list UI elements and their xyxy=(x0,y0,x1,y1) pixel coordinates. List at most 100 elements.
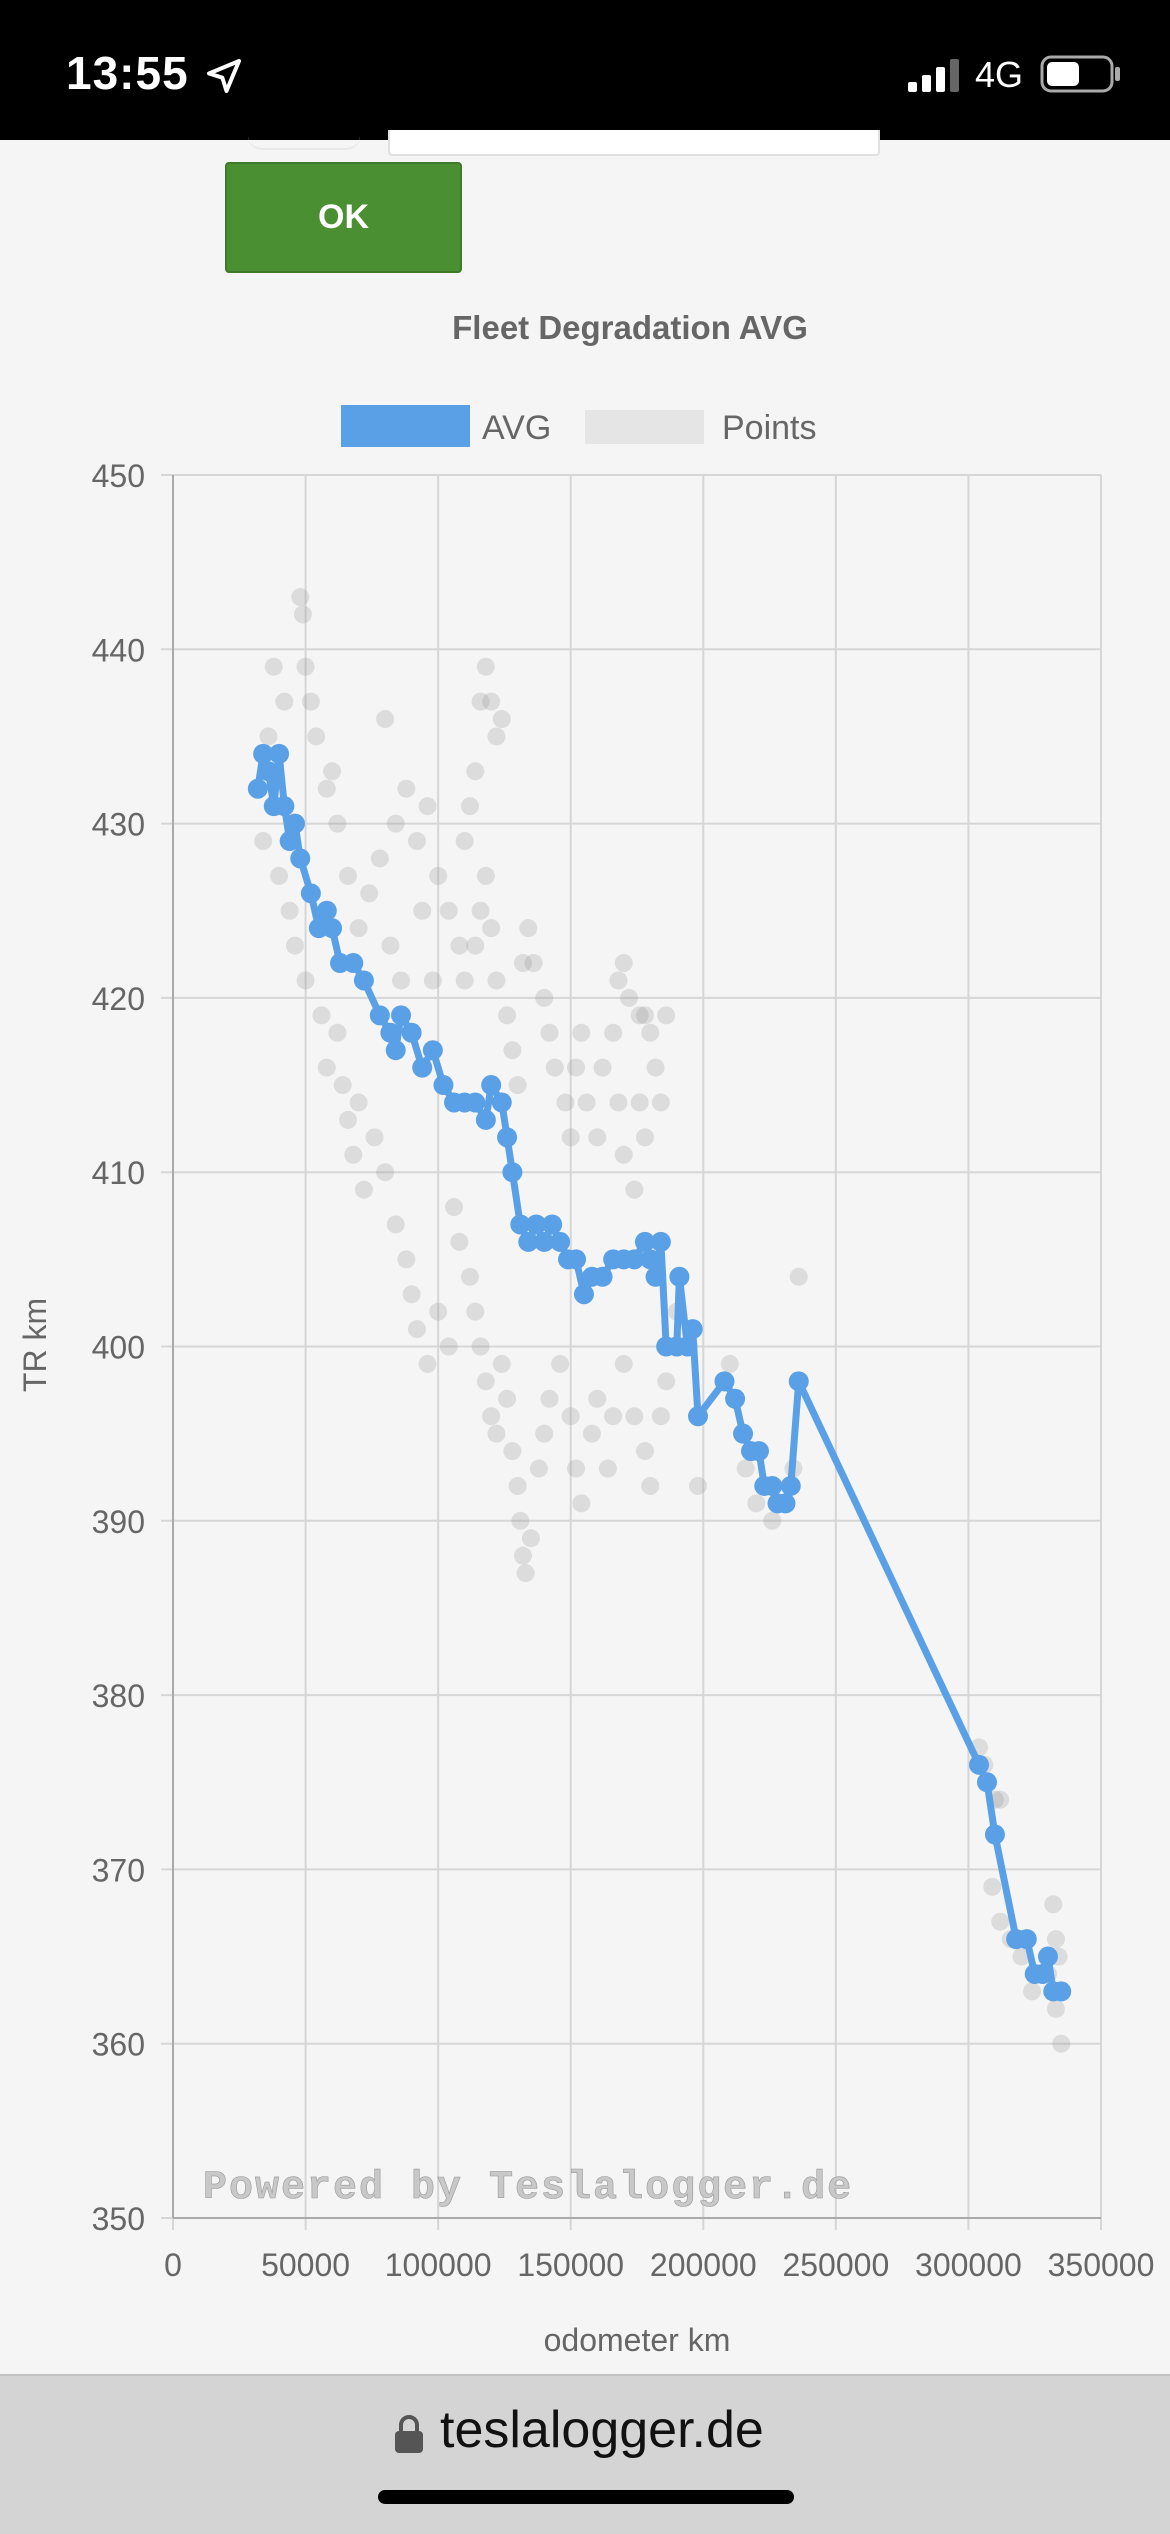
scatter-point xyxy=(418,797,437,816)
scatter-point xyxy=(418,1354,437,1373)
scatter-point xyxy=(476,1372,495,1391)
scatter-point xyxy=(328,1023,347,1042)
scatter-point xyxy=(376,710,395,729)
y-tick-label: 430 xyxy=(92,807,145,843)
y-tick-label: 370 xyxy=(92,1852,145,1888)
cellular-signal-icon xyxy=(908,59,959,92)
avg-point xyxy=(422,1040,443,1061)
scatter-point xyxy=(365,1128,384,1147)
scatter-point xyxy=(1046,1930,1065,1949)
avg-point xyxy=(433,1075,454,1096)
avg-point xyxy=(269,743,290,764)
scatter-point xyxy=(381,936,400,955)
scatter-point xyxy=(482,692,501,711)
chart-legend[interactable]: AVG Points xyxy=(341,405,817,447)
scatter-point xyxy=(524,954,543,973)
points-series xyxy=(254,588,1071,2053)
scatter-point xyxy=(688,1476,707,1495)
y-tick-label: 390 xyxy=(92,1504,145,1540)
scatter-point xyxy=(1046,1999,1065,2018)
scatter-point xyxy=(736,1459,755,1478)
scatter-point xyxy=(991,1912,1010,1931)
scatter-point xyxy=(1052,2034,1071,2053)
scatter-point xyxy=(476,657,495,676)
legend-label-avg: AVG xyxy=(482,409,551,447)
scatter-point xyxy=(593,1058,612,1077)
avg-point xyxy=(526,1214,547,1235)
scatter-point xyxy=(492,1354,511,1373)
ok-button[interactable]: OK xyxy=(225,162,462,273)
network-type: 4G xyxy=(975,54,1024,95)
avg-point xyxy=(733,1423,754,1444)
scatter-point xyxy=(264,657,283,676)
scatter-point xyxy=(635,1442,654,1461)
scatter-point xyxy=(482,1407,501,1426)
scatter-point xyxy=(312,1006,331,1025)
avg-point xyxy=(640,1249,661,1270)
x-axis-label: odometer km xyxy=(544,2322,731,2358)
url-text[interactable]: teslalogger.de xyxy=(440,2401,764,2459)
avg-point xyxy=(645,1266,666,1287)
avg-point xyxy=(385,1040,406,1061)
y-tick-label: 380 xyxy=(92,1678,145,1714)
avg-point xyxy=(290,848,311,869)
scatter-point xyxy=(285,936,304,955)
scatter-point xyxy=(407,832,426,851)
avg-point xyxy=(253,743,274,764)
avg-point xyxy=(300,883,321,904)
x-tick-label: 300000 xyxy=(915,2247,1022,2283)
scatter-point xyxy=(503,1041,522,1060)
avg-point xyxy=(682,1319,703,1340)
x-tick-label: 100000 xyxy=(385,2247,492,2283)
scatter-point xyxy=(503,1442,522,1461)
avg-point xyxy=(677,1336,698,1357)
y-tick-label: 350 xyxy=(92,2201,145,2237)
y-axis-label: TR km xyxy=(17,1298,53,1392)
scatter-point xyxy=(604,1407,623,1426)
scatter-point xyxy=(630,1006,649,1025)
scatter-point xyxy=(657,1006,676,1025)
scatter-point xyxy=(301,692,320,711)
scatter-point xyxy=(487,1424,506,1443)
scatter-point xyxy=(614,1145,633,1164)
x-tick-label: 250000 xyxy=(782,2247,889,2283)
avg-point xyxy=(1051,1981,1072,2002)
scatter-point xyxy=(651,1093,670,1112)
y-tick-label: 420 xyxy=(92,981,145,1017)
avg-point xyxy=(534,1231,555,1252)
scatter-point xyxy=(1044,1895,1063,1914)
avg-point xyxy=(592,1266,613,1287)
avg-point xyxy=(481,1075,502,1096)
scatter-point xyxy=(328,814,347,833)
scatter-point xyxy=(360,884,379,903)
scatter-point xyxy=(789,1267,808,1286)
avg-point xyxy=(566,1249,587,1270)
browser-url-bar[interactable] xyxy=(0,2374,1170,2534)
scatter-point xyxy=(471,1337,490,1356)
avg-line xyxy=(254,750,1065,1995)
status-time: 13:55 xyxy=(66,47,189,99)
scatter-point xyxy=(625,1407,644,1426)
form-input-edge[interactable] xyxy=(388,130,880,156)
scatter-point xyxy=(471,692,490,711)
scatter-point xyxy=(535,1424,554,1443)
scatter-point xyxy=(293,605,312,624)
scatter-point xyxy=(747,1494,766,1513)
avg-point xyxy=(412,1057,433,1078)
scatter-point xyxy=(614,1354,633,1373)
scatter-point xyxy=(386,1215,405,1234)
y-tick-label: 450 xyxy=(92,458,145,494)
scatter-point xyxy=(397,1250,416,1269)
scatter-point xyxy=(466,1302,485,1321)
scatter-point xyxy=(317,1058,336,1077)
scatter-point xyxy=(487,971,506,990)
scatter-point xyxy=(588,1128,607,1147)
scatter-point xyxy=(609,971,628,990)
scatter-point xyxy=(614,954,633,973)
scatter-point xyxy=(349,919,368,938)
scatter-point xyxy=(1023,1982,1042,2001)
chart-title: Fleet Degradation AVG xyxy=(452,309,808,346)
scatter-point xyxy=(556,1093,575,1112)
legend-label-points: Points xyxy=(722,409,817,447)
scatter-point xyxy=(545,1058,564,1077)
